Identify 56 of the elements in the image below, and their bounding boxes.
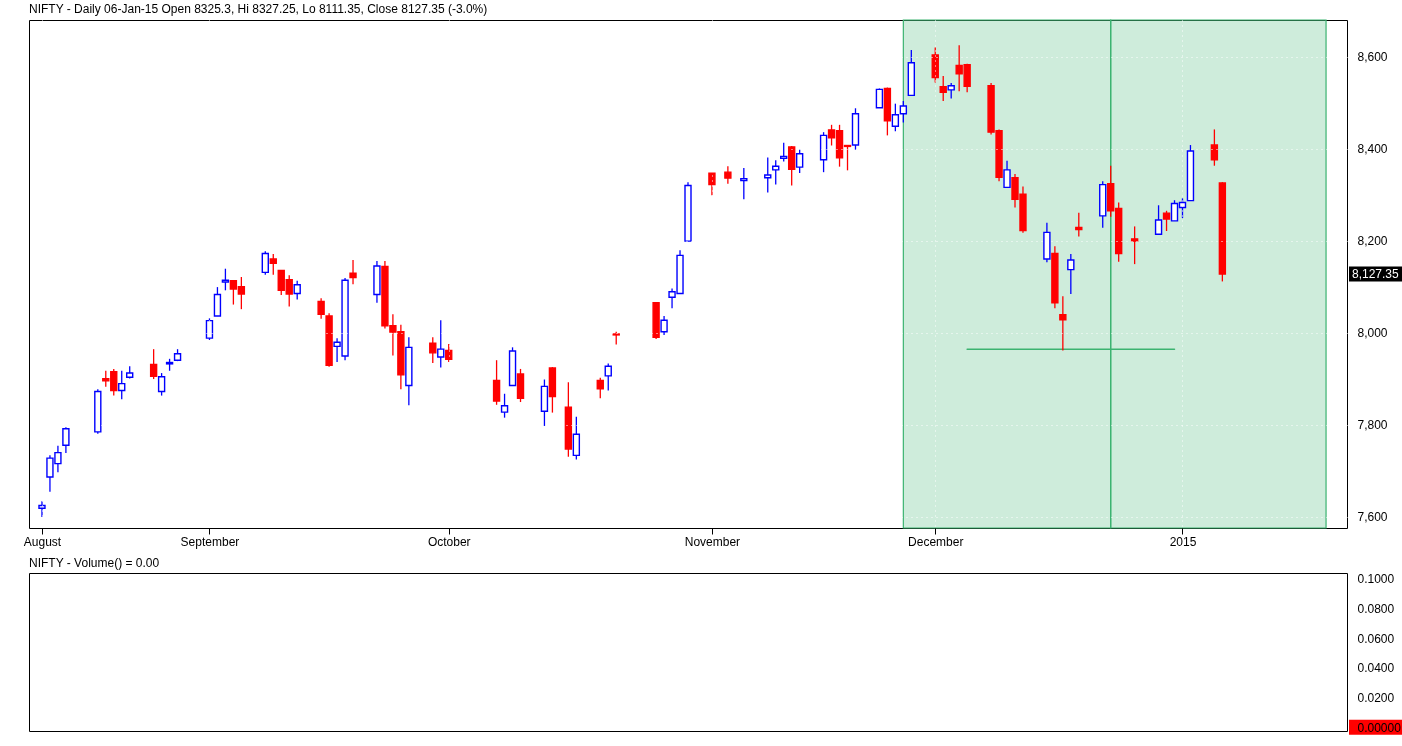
- y-tick-label: 8,200: [1357, 234, 1388, 249]
- candlestick: [596, 377, 604, 400]
- candlestick: [149, 348, 158, 380]
- candlestick: [500, 393, 509, 419]
- y-tick-label: 0.00000: [1357, 720, 1402, 735]
- text: 8,127.35: [1352, 267, 1400, 282]
- candlestick: [492, 359, 501, 406]
- candlestick: [740, 167, 748, 200]
- candlestick: [875, 87, 884, 109]
- y-tick-label: 0.0400: [1357, 661, 1395, 676]
- candlestick: [708, 172, 716, 196]
- candlestick: [764, 156, 772, 194]
- candlestick: [118, 370, 126, 400]
- y-tick-label: 0.0800: [1357, 602, 1395, 617]
- candlestick: [1059, 295, 1067, 352]
- y-tick-label: 8,600: [1357, 50, 1388, 65]
- candlestick: [787, 145, 796, 187]
- candlestick: [293, 280, 301, 301]
- y-tick-label: 7,600: [1357, 510, 1388, 525]
- x-tick-label: November: [684, 534, 741, 549]
- candlestick: [931, 46, 939, 84]
- y-tick-label: 0.1000: [1357, 572, 1395, 587]
- candlestick: [772, 159, 780, 186]
- candlestick: [604, 362, 612, 392]
- x-tick-label: September: [180, 534, 240, 549]
- y-tick-label: 0.0200: [1357, 691, 1395, 706]
- candlestick: [157, 372, 166, 397]
- candlestick: [899, 100, 908, 124]
- chart-title: NIFTY - Daily 06-Jan-15 Open 8325.3, Hi 8327.25, Lo 8111.35, Close 8127.35 (-3.0%): [29, 2, 488, 17]
- y-tick-label: 8,000: [1357, 326, 1388, 341]
- candlestick: [429, 336, 437, 364]
- candlestick: [1210, 128, 1219, 167]
- x-tick-label: October: [427, 534, 471, 549]
- y-tick-label: 0.0600: [1357, 631, 1395, 646]
- x-tick-label: December: [908, 534, 964, 549]
- x-tick-label: 2015: [1169, 534, 1197, 549]
- candlestick: [269, 253, 277, 276]
- candlestick: [213, 286, 222, 317]
- x-tick-label: August: [23, 534, 62, 549]
- candlestick: [261, 250, 269, 276]
- candlestick: [891, 103, 900, 132]
- candlestick: [62, 426, 70, 454]
- y-tick-label: 7,800: [1357, 418, 1388, 433]
- y-tick-label: 8,400: [1357, 142, 1388, 157]
- candlestick: [221, 268, 230, 291]
- candlestick: [1067, 253, 1075, 295]
- candlestick: [349, 259, 357, 285]
- candlestick: [1003, 160, 1011, 189]
- candlestick: [1130, 225, 1139, 265]
- candlestick: [317, 297, 325, 320]
- candlestick: [1075, 211, 1083, 238]
- candlestick: [1162, 210, 1171, 232]
- chart-title: NIFTY - Volume() = 0.00: [29, 555, 160, 570]
- candlestick: [939, 75, 947, 102]
- candlestick: [795, 148, 804, 174]
- candlestick: [1154, 204, 1163, 235]
